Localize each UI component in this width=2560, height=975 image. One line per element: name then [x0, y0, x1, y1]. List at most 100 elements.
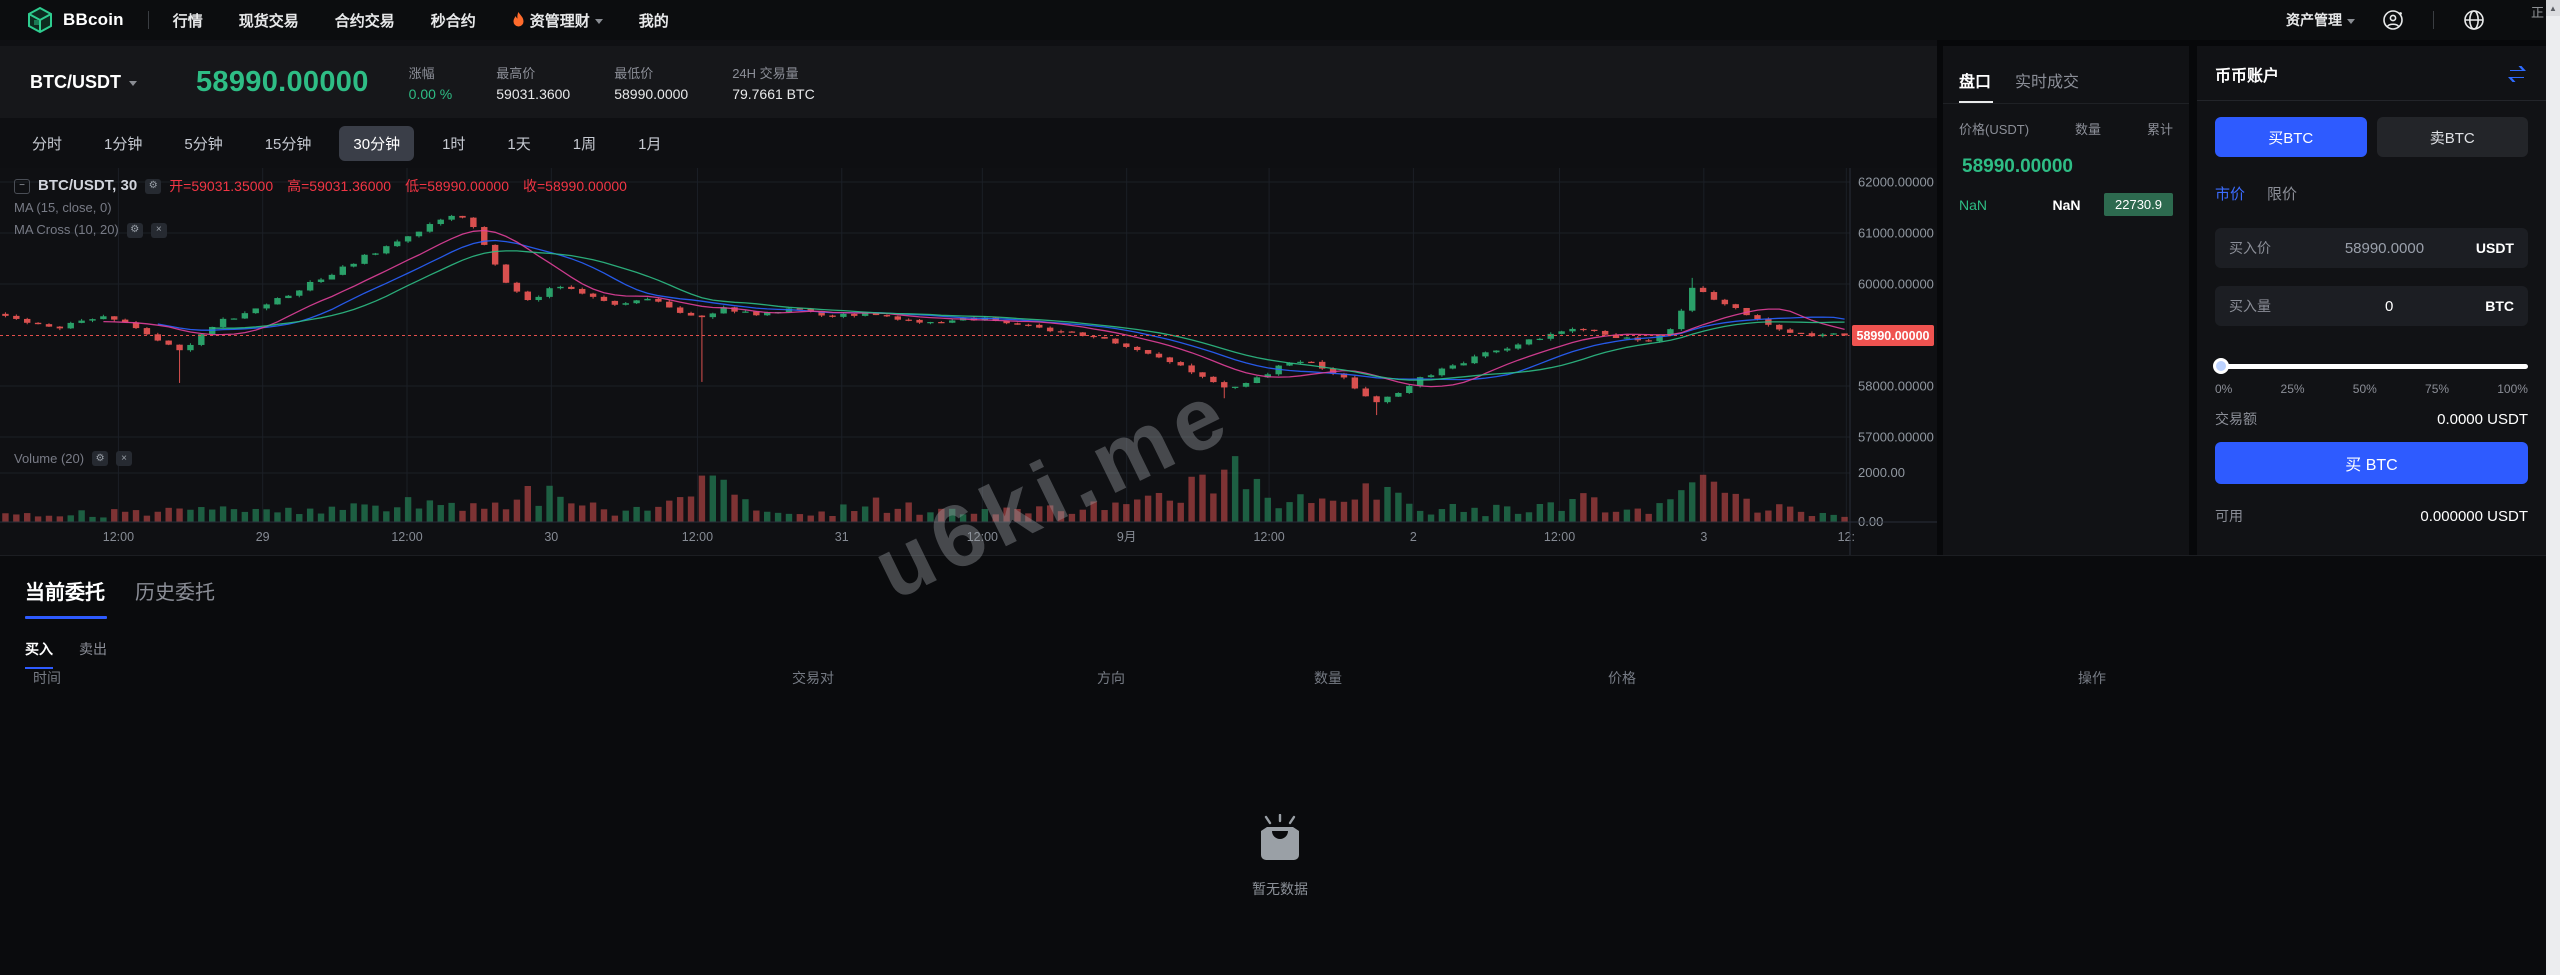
buy-amount-value: 0 [2384, 297, 2394, 315]
orderbook-tab-盘口[interactable]: 盘口 [1959, 74, 1992, 91]
svg-text:3: 3 [1700, 530, 1707, 544]
ma-cross-close-icon[interactable]: × [150, 222, 167, 238]
transfer-swap-icon[interactable] [2506, 65, 2528, 83]
nav-divider [2433, 11, 2434, 29]
ticker-stat-2: 最低价 58990.0000 [614, 63, 688, 102]
nav-item-合约交易[interactable]: 合约交易 [335, 10, 395, 31]
orders-column-价格: 价格 [1608, 670, 1636, 686]
brand[interactable]: BBcoin [26, 6, 124, 34]
legend-collapse-icon[interactable]: − [14, 178, 30, 194]
main-row: BTC/USDT 58990.00000 涨幅 0.00 % 最高价 59031.36… [0, 40, 2560, 618]
nav-item-秒合约[interactable]: 秒合约 [431, 10, 476, 31]
browser-scrollbar[interactable]: ▲ [2546, 0, 2560, 975]
trade-panel-title: 币币账户 [2215, 68, 2280, 85]
brand-logo-icon [26, 6, 54, 34]
candlestick-chart[interactable]: 58990.00000 62000.00000 61000.00000 60000.0… [0, 168, 1937, 555]
buy-amount-unit: BTC [2485, 298, 2514, 314]
slider-mark-100%: 100% [2497, 382, 2528, 396]
account-avatar-icon[interactable] [2381, 8, 2405, 32]
ohlc-高: 高=59031.36000 [287, 178, 392, 194]
svg-text:9月: 9月 [1117, 530, 1136, 544]
interval-tab-5分钟[interactable]: 5分钟 [184, 135, 223, 153]
mode-tab-限价[interactable]: 限价 [2267, 186, 2298, 203]
orders-column-交易对: 交易对 [792, 670, 834, 686]
orderbook-panel: 盘口 实时成交 价格(USDT) 数量 累计 58990.00000 NaN NaN … [1943, 46, 2189, 555]
empty-state: 暂无数据 [1249, 813, 1311, 899]
available-label: 可用 [2215, 508, 2243, 524]
interval-tab-30分钟[interactable]: 30分钟 [339, 125, 415, 161]
divider [2197, 100, 2546, 101]
interval-tab-分时[interactable]: 分时 [32, 135, 63, 153]
buy-tab-button[interactable]: 买BTC [2215, 117, 2367, 157]
orders-side-tab-买入[interactable]: 买入 [25, 641, 53, 657]
orderbook-tab-实时成交[interactable]: 实时成交 [2015, 74, 2080, 91]
ohlc-收: 收=58990.00000 [523, 178, 627, 194]
slider-track[interactable] [2215, 364, 2528, 369]
price-axis: 62000.00000 61000.00000 60000.00000 58000.0… [1858, 175, 1934, 530]
buy-price-field[interactable]: 买入价 58990.0000 USDT [2215, 228, 2528, 268]
ticker-stat-value: 79.7661 BTC [732, 85, 815, 102]
orders-tab-当前委托[interactable]: 当前委托 [25, 582, 105, 604]
orders-side-tab-卖出[interactable]: 卖出 [79, 641, 107, 657]
nav-asset-management[interactable]: 资产管理 [2286, 10, 2355, 30]
mode-tab-市价[interactable]: 市价 [2215, 186, 2246, 203]
interval-tab-1月[interactable]: 1月 [638, 135, 662, 153]
orders-section: 当前委托 历史委托 买入 卖出 时间 交易对 方向 数量 价格 操作 暂无数据 [0, 555, 2560, 975]
legend-settings-icon[interactable]: ⚙ [145, 178, 162, 194]
interval-tab-1时[interactable]: 1时 [442, 135, 466, 153]
pair-selector[interactable]: BTC/USDT [30, 72, 180, 93]
nav-item-我的[interactable]: 我的 [639, 10, 669, 31]
volume-close-icon[interactable]: × [116, 451, 133, 466]
svg-text:12:00: 12:00 [103, 530, 134, 544]
interval-tab-1分钟[interactable]: 1分钟 [104, 135, 143, 153]
amount-percent-slider[interactable] [2213, 358, 2528, 374]
orderbook-tabs: 盘口 实时成交 [1959, 46, 2173, 92]
interval-tab-1周[interactable]: 1周 [572, 135, 597, 153]
available-value: 0.000000 USDT [2420, 507, 2528, 525]
nav-divider [147, 11, 149, 29]
trade-total-label: 交易额 [2215, 411, 2257, 427]
ohlc-低: 低=58990.00000 [405, 178, 509, 194]
orders-tab-underline [25, 616, 107, 619]
scrollbar-up-arrow[interactable]: ▲ [2546, 0, 2560, 16]
orders-column-方向: 方向 [1097, 670, 1125, 686]
ohlc-开: 开=59031.35000 [169, 178, 274, 194]
nav-asset-management-label: 资产管理 [2286, 12, 2342, 28]
nav-item-label: 资管理财 [529, 12, 590, 30]
volume-settings-icon[interactable]: ⚙ [92, 451, 109, 466]
buy-amount-field[interactable]: 买入量 0 BTC [2215, 286, 2528, 326]
interval-tab-15分钟[interactable]: 15分钟 [264, 135, 312, 153]
orderbook-column-累计: 累计 [2146, 122, 2173, 137]
orderbook-row-amount: NaN [2052, 196, 2081, 213]
brand-name: BBcoin [63, 10, 124, 29]
ticker-stat-label: 涨幅 [408, 65, 435, 81]
orderbook-row[interactable]: NaN NaN 22730.9 [1959, 193, 2173, 216]
chart-wrap: u6ki.me − BTC/USDT, 30 ⚙ 开=59031.35000 高=… [0, 168, 1937, 618]
interval-tab-1天[interactable]: 1天 [507, 135, 531, 153]
sell-tab-button[interactable]: 卖BTC [2376, 117, 2528, 157]
orders-tab-历史委托[interactable]: 历史委托 [135, 582, 215, 604]
nav-item-行情[interactable]: 行情 [173, 10, 203, 31]
svg-text:12:00: 12:00 [391, 530, 422, 544]
slider-handle[interactable] [2213, 358, 2229, 374]
orders-column-操作: 操作 [2078, 670, 2106, 686]
price-mode-tabs: 市价 限价 [2215, 183, 2528, 204]
chart-grid [0, 168, 1850, 522]
ticker-stat-0: 涨幅 0.00 % [409, 63, 453, 102]
nav-item-现货交易[interactable]: 现货交易 [239, 10, 299, 31]
volume-bars [2, 456, 1848, 522]
panel-gap [2189, 40, 2197, 555]
submit-buy-button[interactable]: 买 BTC [2215, 442, 2528, 484]
flame-icon [512, 12, 525, 28]
current-price-badge [1852, 325, 1934, 347]
svg-text:61000.00000: 61000.00000 [1858, 226, 1934, 241]
orders-column-数量: 数量 [1314, 670, 1342, 686]
nav-item-资管理财[interactable]: 资管理财 [512, 10, 603, 31]
svg-text:2: 2 [1410, 530, 1417, 544]
language-globe-icon[interactable] [2462, 8, 2486, 32]
ticker-bar: BTC/USDT 58990.00000 涨幅 0.00 % 最高价 59031.36… [0, 46, 1937, 118]
ma-cross-settings-icon[interactable]: ⚙ [126, 222, 143, 238]
svg-text:58990.00000: 58990.00000 [1857, 329, 1930, 343]
ma-line-15 [157, 239, 1845, 381]
